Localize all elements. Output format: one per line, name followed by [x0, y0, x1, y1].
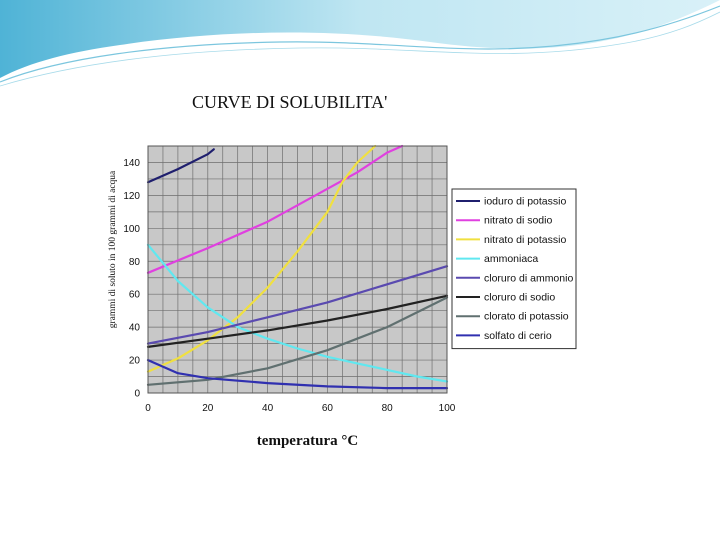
legend-label: nitrato di potassio: [484, 234, 566, 246]
legend-label: cloruro di ammonio: [484, 272, 573, 284]
series-line: [146, 359, 449, 390]
y-tick-label: 100: [123, 224, 140, 235]
series-lines: [146, 144, 449, 390]
solubility-chart: CURVE DI SOLUBILITA' 0 20 40 60 80 100 120 140 …: [100, 88, 580, 450]
series-line: [146, 144, 404, 274]
y-tick-label: 60: [129, 290, 141, 301]
y-tick-label: 80: [129, 257, 141, 268]
legend: ioduro di potassio nitrato di sodio nitrat…: [451, 188, 577, 350]
series-line: [146, 265, 449, 345]
legend-label: nitrato di sodio: [484, 215, 552, 227]
series-line: [146, 148, 215, 184]
header-wave-line: [0, 11, 720, 87]
slide-header-waves: [0, 0, 720, 87]
series-line: [146, 144, 377, 373]
y-tick-label: 40: [129, 323, 141, 334]
plot-area: [146, 144, 449, 394]
y-tick-label: 0: [134, 389, 140, 400]
x-tick-label: 20: [202, 403, 214, 414]
series-line: [146, 296, 449, 386]
plot-frame: [147, 145, 448, 394]
legend-label: cloruro di sodio: [484, 292, 555, 304]
y-tick-label: 140: [123, 158, 140, 169]
y-tick-label: 120: [123, 191, 140, 202]
legend-label: ammoniaca: [484, 253, 538, 265]
legend-label: clorato di potassio: [484, 311, 569, 323]
y-tick-label: 20: [129, 356, 141, 367]
x-tick-label: 0: [145, 403, 151, 414]
series-line: [146, 243, 449, 383]
chart-svg: CURVE DI SOLUBILITA' 020406080100120140 …: [108, 92, 577, 449]
x-tick-label: 40: [262, 403, 274, 414]
grid: [147, 145, 448, 394]
series-line: [146, 294, 449, 348]
x-tick-label: 100: [439, 403, 456, 414]
legend-label: solfato di cerio: [484, 330, 552, 342]
header-wave-fill: [0, 0, 720, 78]
chart-title: CURVE DI SOLUBILITA': [192, 92, 387, 112]
x-axis-label: temperatura °C: [257, 433, 358, 449]
x-tick-label: 60: [322, 403, 334, 414]
header-wave-line: [0, 5, 720, 83]
legend-label: ioduro di potassio: [484, 196, 566, 208]
x-tick-labels: 0 20 40 60 80 100: [145, 403, 456, 414]
y-tick-labels: 0 20 40 60 80 100 120 140: [123, 158, 140, 400]
x-tick-label: 80: [382, 403, 394, 414]
y-axis-label: grammi di soluto in 100 grammi di acqua: [108, 170, 118, 328]
legend-box: [451, 188, 577, 350]
